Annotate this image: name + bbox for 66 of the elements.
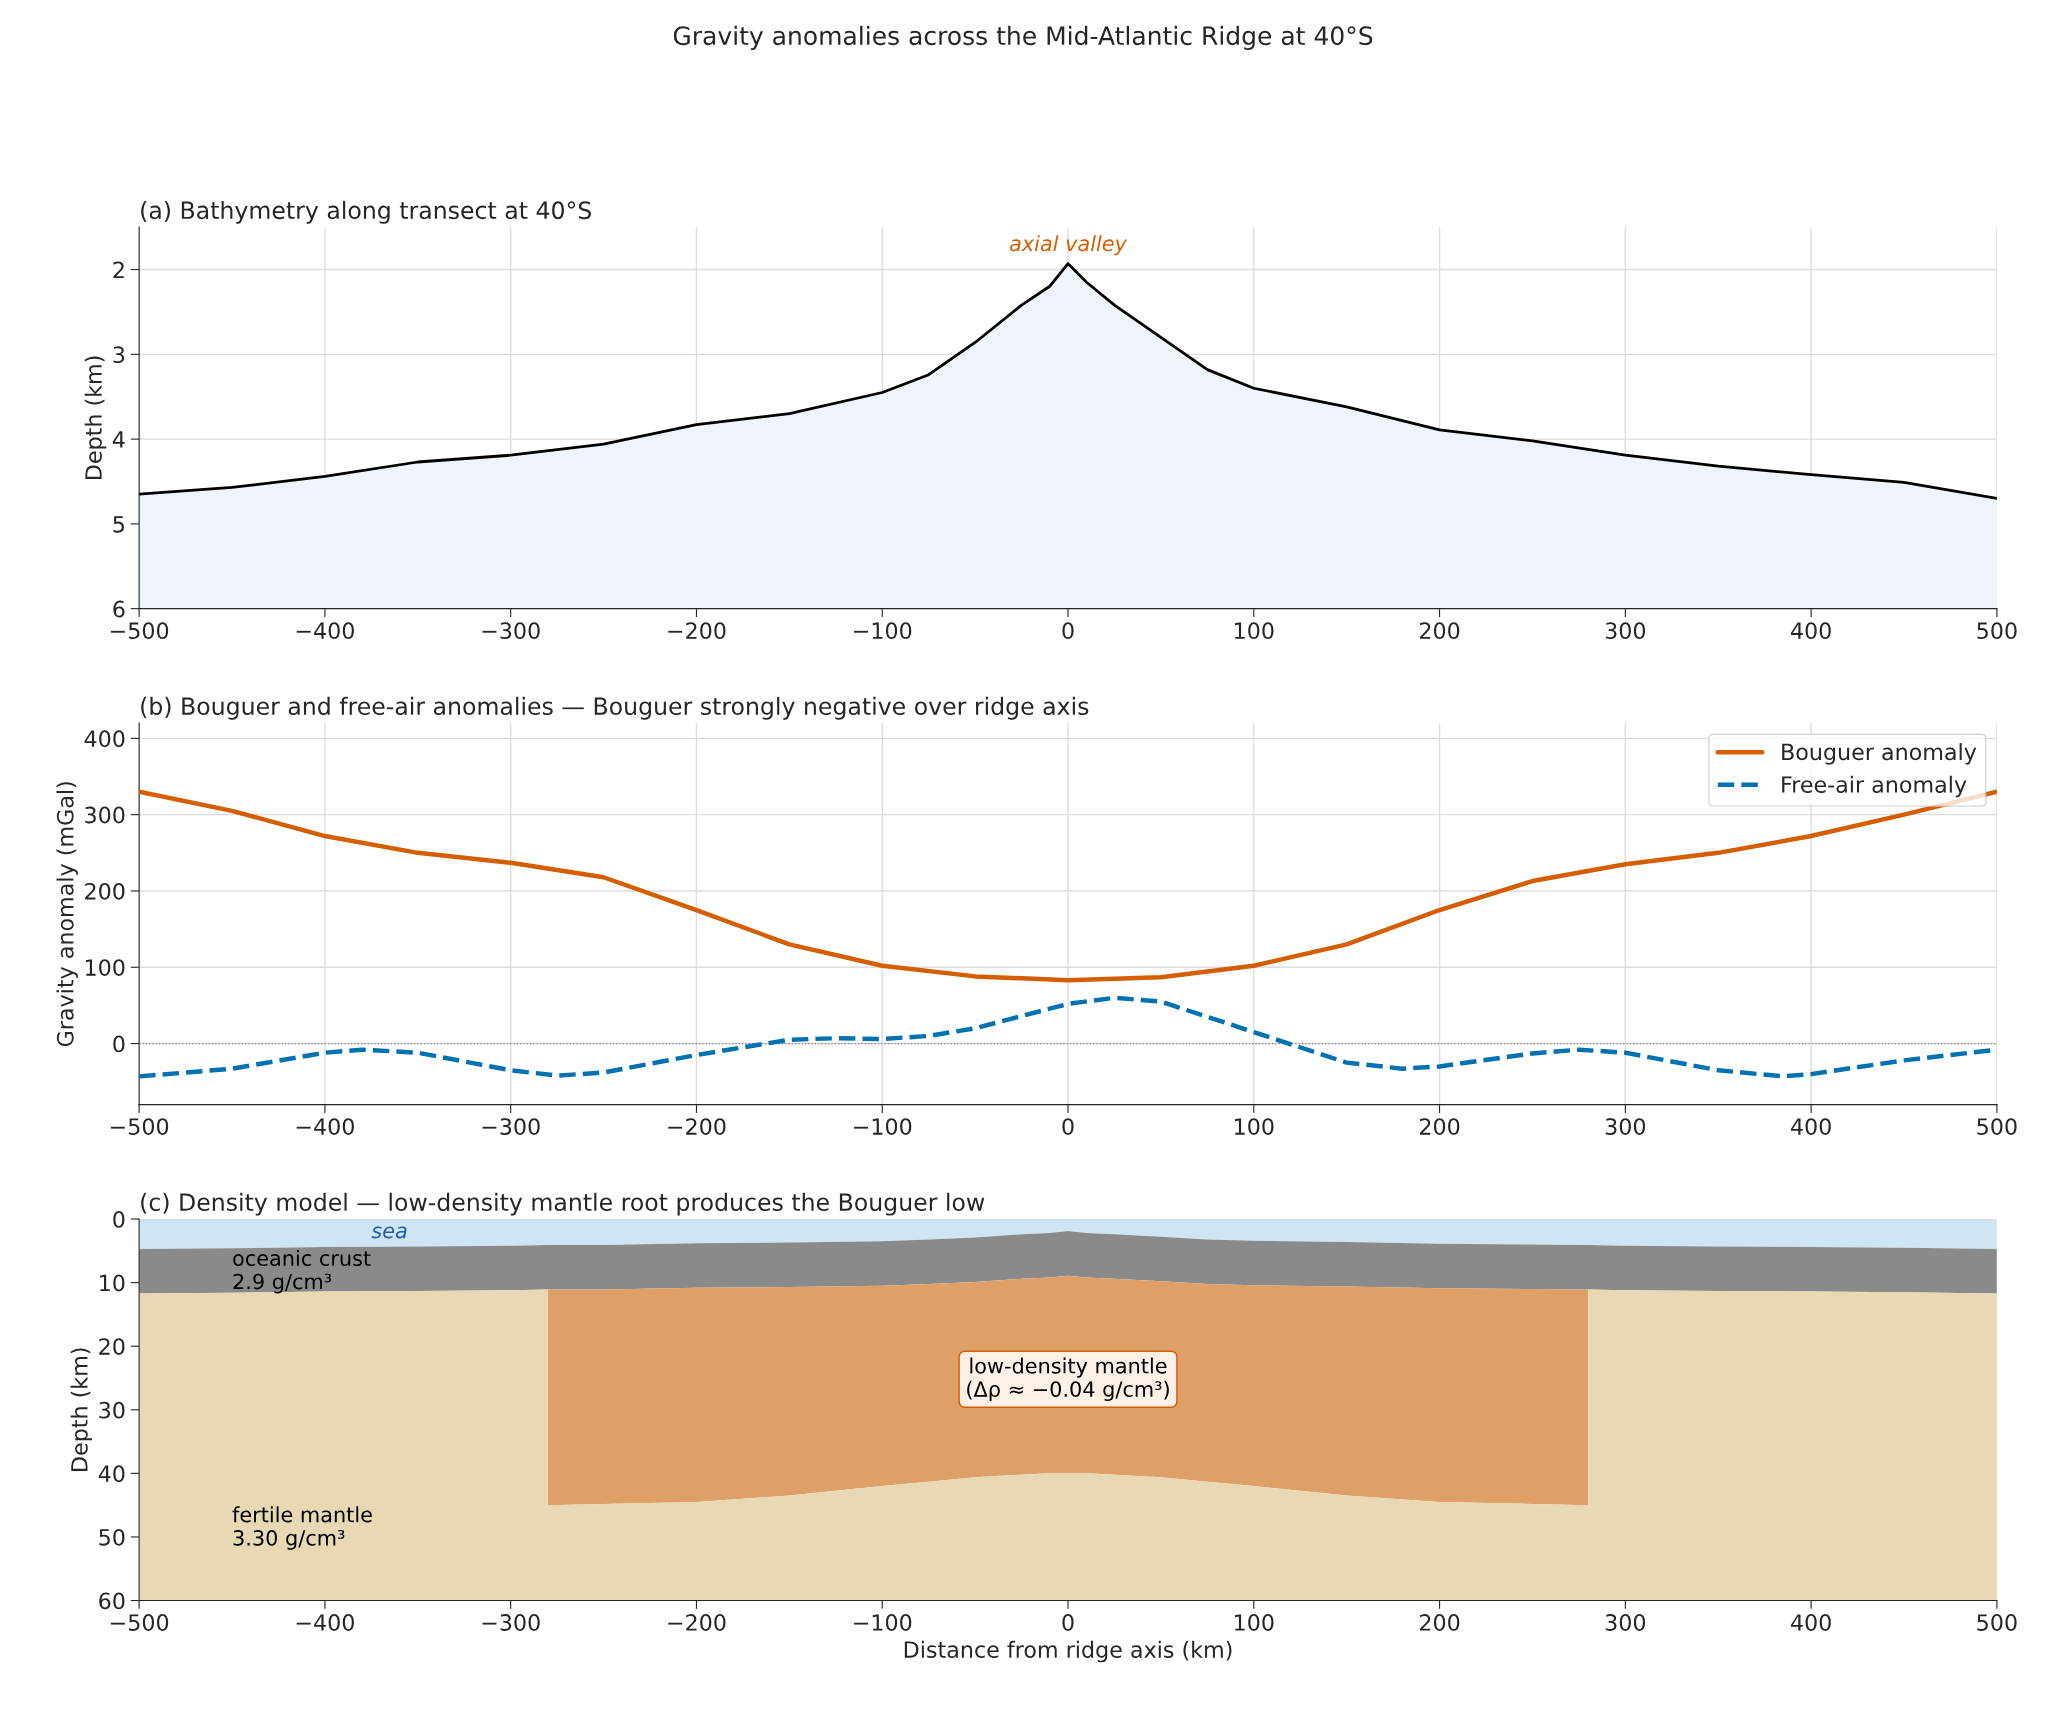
x-tick-label: −400 — [296, 1118, 354, 1135]
x-tick-label: 500 — [1977, 1118, 2017, 1135]
x-tick-label: 400 — [1791, 1614, 1831, 1631]
y-tick-label: 20 — [99, 1338, 125, 1355]
y-tick-label: 400 — [84, 730, 125, 748]
annotation: sea — [371, 1226, 407, 1239]
x-tick-label: 100 — [1235, 622, 1274, 640]
x-tick-label: −100 — [854, 1614, 912, 1631]
x-tick-label: 0 — [1062, 1118, 1074, 1135]
x-tick-label: 300 — [1605, 1614, 1646, 1631]
x-tick-label: −300 — [482, 1118, 540, 1135]
x-tick-label: −400 — [296, 622, 354, 640]
x-axis-title: Distance from ridge axis (km) — [904, 1640, 1232, 1663]
y-tick-label: 200 — [85, 882, 125, 900]
y-tick-label: 300 — [85, 806, 125, 824]
annotation: oceanic crust 2.9 g/cm³ — [233, 1249, 371, 1294]
y-axis-title: Depth (km) — [70, 1348, 93, 1471]
x-tick-label: 0 — [1062, 622, 1074, 640]
annotation: low-density mantle (Δρ ≈ −0.04 g/cm³) — [967, 1357, 1169, 1402]
x-tick-label: 400 — [1791, 1118, 1831, 1135]
legend-label: Bouguer anomaly — [1782, 743, 1977, 765]
x-tick-label: 0 — [1062, 1614, 1074, 1631]
y-tick-label: 3 — [113, 346, 125, 364]
x-tick-label: 200 — [1419, 1614, 1460, 1631]
y-tick-label: 100 — [85, 959, 125, 977]
chart-title: Gravity anomalies across the Mid-Atlantic Ridge at 40°S — [673, 25, 1373, 51]
y-tick-label: 60 — [99, 1592, 125, 1610]
x-tick-label: −200 — [668, 1614, 726, 1631]
y-tick-label: 10 — [100, 1274, 125, 1292]
annotation: axial valley — [1009, 235, 1128, 256]
y-tick-label: 0 — [113, 1035, 125, 1053]
chart-title: (c) Density model — low-density mantle root produces the Bouguer low — [141, 1192, 985, 1216]
x-tick-label: −300 — [482, 622, 540, 640]
x-tick-label: 300 — [1605, 1118, 1646, 1135]
x-tick-label: −500 — [110, 622, 169, 640]
y-axis-title: Depth (km) — [84, 356, 107, 480]
x-tick-label: −100 — [854, 1118, 912, 1135]
x-tick-label: −500 — [110, 1118, 169, 1135]
x-tick-label: −500 — [110, 1614, 169, 1631]
y-tick-label: 0 — [113, 1210, 125, 1228]
x-tick-label: −200 — [668, 622, 726, 640]
y-tick-label: 50 — [99, 1528, 125, 1546]
y-axis-title: Gravity anomaly (mGal) — [56, 782, 78, 1047]
y-tick-label: 2 — [113, 261, 124, 278]
y-tick-label: 30 — [99, 1401, 125, 1419]
x-tick-label: −400 — [296, 1614, 354, 1631]
chart-title: (b) Bouguer and free-air anomalies — Bouguer strongly negative over ridge axis — [141, 696, 1089, 720]
x-tick-label: 100 — [1235, 1118, 1274, 1135]
x-tick-label: 300 — [1605, 622, 1646, 640]
x-tick-label: −100 — [854, 622, 912, 640]
x-tick-label: 400 — [1791, 622, 1831, 640]
x-tick-label: 200 — [1419, 622, 1460, 640]
x-tick-label: −300 — [482, 1614, 540, 1631]
x-tick-label: 500 — [1977, 622, 2017, 640]
x-tick-label: 500 — [1977, 1614, 2017, 1631]
line-series — [139, 262, 1997, 500]
y-tick-label: 5 — [113, 516, 124, 533]
x-tick-label: −200 — [668, 1118, 726, 1135]
y-tick-label: 40 — [98, 1465, 125, 1483]
legend-label: Free-air anomaly — [1782, 775, 1967, 798]
x-tick-label: 200 — [1419, 1118, 1460, 1135]
annotation: fertile mantle 3.30 g/cm³ — [232, 1506, 372, 1550]
y-tick-label: 6 — [113, 600, 125, 618]
x-tick-label: 100 — [1235, 1614, 1274, 1631]
y-tick-label: 4 — [112, 431, 125, 448]
chart-subtitle: (a) Bathymetry along transect at 40°S — [141, 200, 592, 224]
